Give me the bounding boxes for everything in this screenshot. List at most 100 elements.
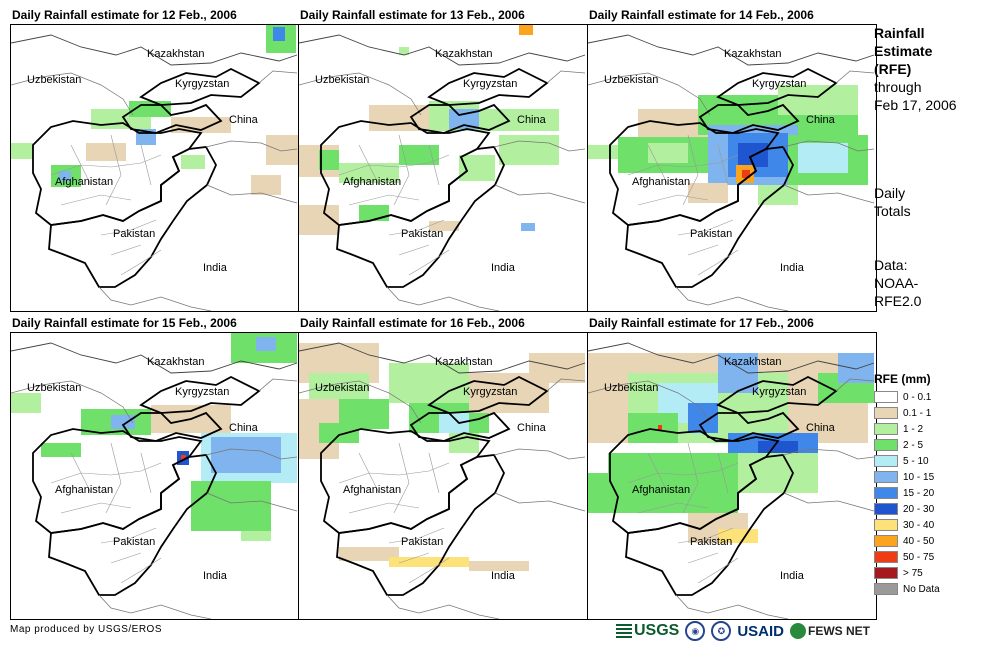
label-kyrgyzstan: Kyrgyzstan	[463, 78, 517, 90]
label-india: India	[491, 570, 516, 582]
map-credit: Map produced by USGS/EROS	[10, 624, 163, 635]
title-line1: Rainfall	[874, 25, 925, 41]
fews-net-logo: FEWS NET	[790, 623, 870, 639]
legend-item: 5 - 10	[874, 454, 929, 468]
legend-label: 2 - 5	[903, 439, 924, 451]
legend-swatch	[874, 535, 898, 547]
panel-title: Daily Rainfall estimate for 13 Feb., 200…	[300, 8, 525, 22]
rainfall-layer	[299, 343, 585, 571]
legend-swatch	[874, 407, 898, 419]
label-india: India	[780, 570, 805, 582]
rainfall-map: Kazakhstan Uzbekistan Kyrgyzstan China A…	[10, 24, 300, 312]
label-kazakhstan: Kazakhstan	[147, 48, 204, 60]
label-uzbekistan: Uzbekistan	[315, 74, 369, 86]
legend-label: 0.1 - 1	[903, 407, 932, 419]
legend-swatch	[874, 471, 898, 483]
legend-swatch	[874, 567, 898, 579]
legend-swatch	[874, 455, 898, 467]
usaid-logo: USAID	[737, 622, 785, 640]
label-uzbekistan: Uzbekistan	[27, 382, 81, 394]
label-china: China	[229, 422, 259, 434]
legend-swatch	[874, 423, 898, 435]
legend-swatch	[874, 503, 898, 515]
sidebar-daily: Daily Totals	[874, 184, 911, 220]
label-kazakhstan: Kazakhstan	[435, 356, 492, 368]
label-uzbekistan: Uzbekistan	[604, 382, 658, 394]
label-pakistan: Pakistan	[690, 536, 732, 548]
rainfall-map: Kazakhstan Uzbekistan Kyrgyzstan China A…	[587, 332, 877, 620]
panel-title: Daily Rainfall estimate for 14 Feb., 200…	[589, 8, 814, 22]
globe-icon	[790, 623, 807, 639]
legend-label: 1 - 2	[903, 423, 924, 435]
rainfall-map: Kazakhstan Uzbekistan Kyrgyzstan China A…	[298, 24, 588, 312]
panel-title: Daily Rainfall estimate for 17 Feb., 200…	[589, 316, 814, 330]
partner-logos: USGS ◉ ✪ USAID FEWS NET	[616, 618, 870, 644]
legend-label: > 75	[903, 567, 923, 579]
label-afghanistan: Afghanistan	[55, 484, 113, 496]
label-uzbekistan: Uzbekistan	[27, 74, 81, 86]
legend-title: RFE (mm)	[874, 372, 931, 386]
legend-item: 50 - 75	[874, 550, 934, 564]
label-pakistan: Pakistan	[401, 228, 443, 240]
label-kyrgyzstan: Kyrgyzstan	[463, 386, 517, 398]
label-china: China	[517, 114, 547, 126]
label-kyrgyzstan: Kyrgyzstan	[752, 78, 806, 90]
usgs-logo: USGS	[616, 622, 679, 640]
legend-item: 1 - 2	[874, 422, 923, 436]
legend-item: 10 - 15	[874, 470, 934, 484]
label-kazakhstan: Kazakhstan	[724, 48, 781, 60]
panel-title: Daily Rainfall estimate for 16 Feb., 200…	[300, 316, 525, 330]
rainfall-map: Kazakhstan Uzbekistan Kyrgyzstan China A…	[10, 332, 300, 620]
rainfall-map: Kazakhstan Uzbekistan Kyrgyzstan China A…	[587, 24, 877, 312]
label-uzbekistan: Uzbekistan	[315, 382, 369, 394]
through-date: Feb 17, 2006	[874, 97, 957, 113]
legend-label: 15 - 20	[903, 487, 935, 499]
label-india: India	[203, 262, 228, 274]
label-india: India	[780, 262, 805, 274]
label-pakistan: Pakistan	[113, 228, 155, 240]
legend-label: 50 - 75	[903, 551, 935, 563]
legend-item: 20 - 30	[874, 502, 934, 516]
label-kazakhstan: Kazakhstan	[724, 356, 781, 368]
legend-label: 30 - 40	[903, 519, 935, 531]
title-line2: Estimate	[874, 43, 933, 59]
label-india: India	[491, 262, 516, 274]
label-kazakhstan: Kazakhstan	[435, 48, 492, 60]
label-china: China	[806, 114, 836, 126]
rainfall-layer	[588, 85, 868, 205]
label-pakistan: Pakistan	[113, 536, 155, 548]
legend-item: 2 - 5	[874, 438, 923, 452]
data-source-line1: NOAA-	[874, 275, 919, 291]
rainfall-layer	[11, 333, 297, 541]
label-kyrgyzstan: Kyrgyzstan	[752, 386, 806, 398]
legend-item: 40 - 50	[874, 534, 934, 548]
legend-swatch	[874, 391, 898, 403]
legend-item: 0 - 0.1	[874, 390, 931, 404]
label-kazakhstan: Kazakhstan	[147, 356, 204, 368]
label-afghanistan: Afghanistan	[55, 176, 113, 188]
legend-label: No Data	[903, 583, 940, 595]
title-line3: (RFE)	[874, 61, 912, 77]
noaa-icon: ◉	[691, 625, 700, 636]
data-source-line2: RFE2.0	[874, 293, 922, 309]
legend-label: 20 - 30	[903, 503, 935, 515]
legend-label: 40 - 50	[903, 535, 935, 547]
sidebar-title: Rainfall Estimate (RFE) through Feb 17, …	[874, 24, 957, 114]
legend-label: 5 - 10	[903, 455, 929, 467]
label-uzbekistan: Uzbekistan	[604, 74, 658, 86]
label-china: China	[806, 422, 836, 434]
label-china: China	[229, 114, 259, 126]
daily-line2: Totals	[874, 203, 911, 219]
legend-item: > 75	[874, 566, 923, 580]
rainfall-map: Kazakhstan Uzbekistan Kyrgyzstan China A…	[298, 332, 588, 620]
through-text: through	[874, 79, 922, 95]
legend-label: 10 - 15	[903, 471, 935, 483]
label-afghanistan: Afghanistan	[343, 176, 401, 188]
legend-item: 30 - 40	[874, 518, 934, 532]
label-india: India	[203, 570, 228, 582]
legend-swatch	[874, 583, 898, 595]
legend-swatch	[874, 519, 898, 531]
panel-title: Daily Rainfall estimate for 15 Feb., 200…	[12, 316, 237, 330]
label-afghanistan: Afghanistan	[632, 484, 690, 496]
label-afghanistan: Afghanistan	[632, 176, 690, 188]
